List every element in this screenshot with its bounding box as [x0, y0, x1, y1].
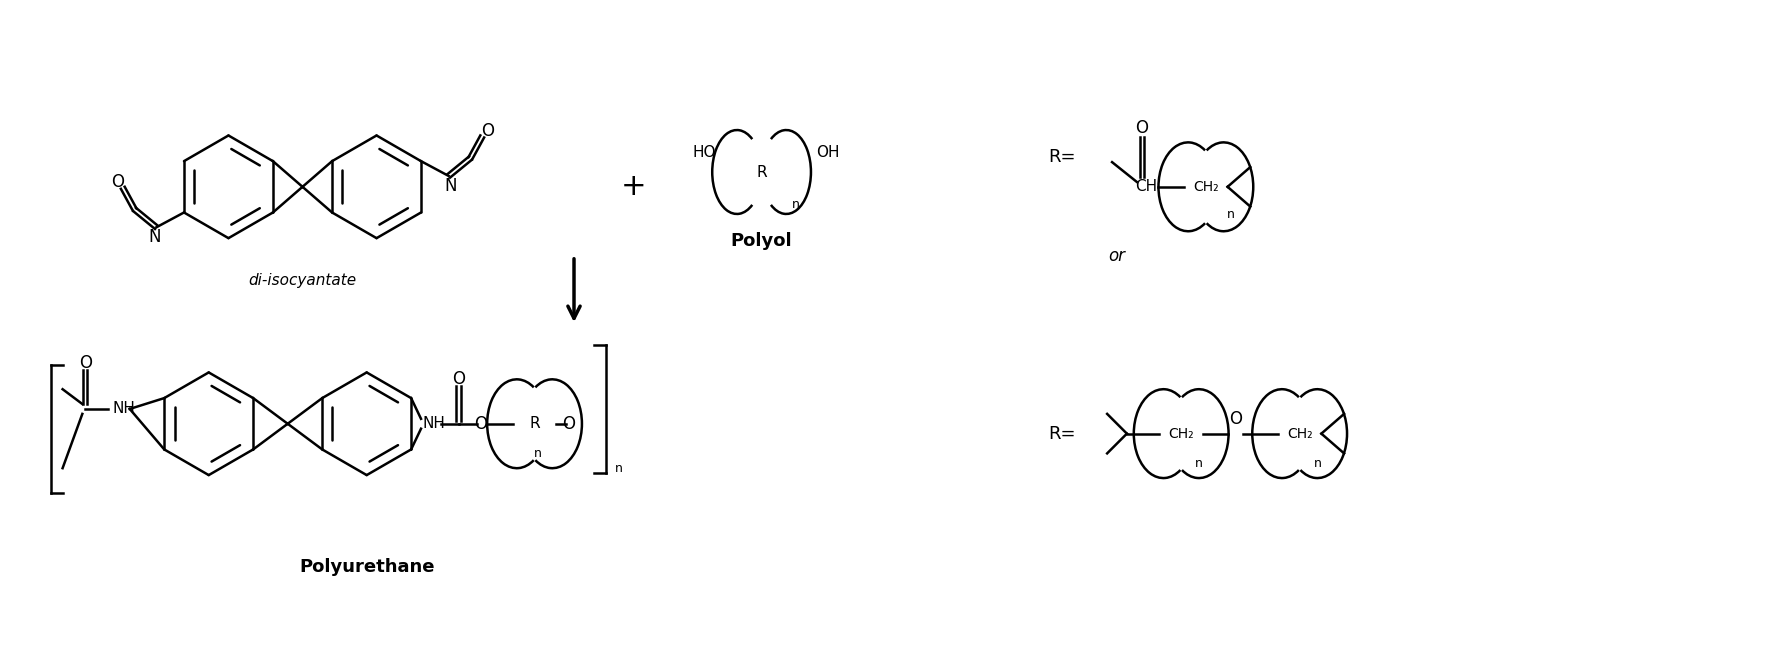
Text: NH: NH: [113, 402, 136, 417]
Text: n: n: [1227, 208, 1234, 221]
Text: R=: R=: [1048, 424, 1076, 443]
Text: O: O: [1228, 410, 1243, 428]
Text: R: R: [756, 164, 766, 179]
Text: CH₂: CH₂: [1193, 180, 1220, 194]
Text: CH₂: CH₂: [1287, 426, 1313, 441]
Text: CH: CH: [1136, 179, 1158, 195]
Text: NH: NH: [423, 417, 446, 431]
Text: n: n: [614, 462, 623, 475]
Text: n: n: [1195, 457, 1204, 470]
Text: O: O: [474, 415, 487, 433]
Text: O: O: [1135, 119, 1149, 137]
Text: or: or: [1108, 247, 1126, 265]
Text: R=: R=: [1048, 148, 1076, 166]
Text: N: N: [444, 177, 457, 195]
Text: O: O: [563, 415, 575, 433]
Text: n: n: [1313, 457, 1322, 470]
Text: R: R: [529, 417, 540, 431]
Text: OH: OH: [816, 145, 839, 160]
Text: Polyurethane: Polyurethane: [299, 558, 434, 576]
Text: di-isocyantate: di-isocyantate: [248, 273, 356, 288]
Text: O: O: [481, 122, 494, 140]
Text: O: O: [112, 173, 124, 191]
Text: n: n: [533, 447, 542, 460]
Text: +: +: [621, 172, 646, 201]
Text: CH₂: CH₂: [1168, 426, 1195, 441]
Text: O: O: [80, 354, 92, 371]
Text: O: O: [451, 370, 466, 388]
Text: HO: HO: [692, 145, 717, 160]
Text: n: n: [793, 198, 800, 211]
Text: N: N: [149, 228, 161, 246]
Text: Polyol: Polyol: [731, 232, 793, 250]
